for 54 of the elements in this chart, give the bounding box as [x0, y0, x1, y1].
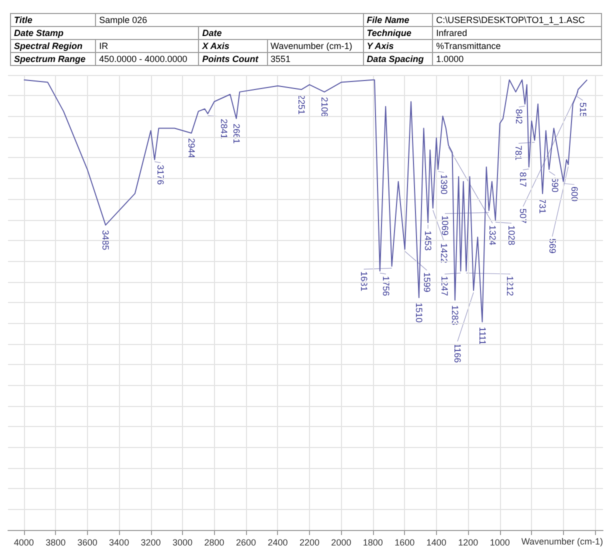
- x-tick-label: 2600: [236, 538, 256, 548]
- chart-title: Sample 026: [96, 14, 364, 26]
- x-tick-label: 3200: [140, 538, 161, 548]
- x-tick-label: 3600: [77, 538, 98, 548]
- annotation: 2841: [218, 118, 229, 139]
- x-tick-label: 1200: [458, 538, 478, 548]
- text: X Axis: [198, 40, 268, 52]
- text: Y Axis: [363, 40, 433, 52]
- annotation: 3485: [100, 230, 111, 250]
- text: Wavenumber (cm-1): [267, 40, 364, 52]
- text: 1.0000: [432, 52, 602, 66]
- text: Date: [198, 26, 364, 40]
- annotation: 3176: [156, 164, 166, 185]
- annotation: 731: [538, 198, 548, 214]
- annotation: 1028: [506, 225, 516, 246]
- x-tick-label: 4000: [14, 538, 34, 548]
- x-tick-label: 2800: [204, 538, 224, 548]
- annotation: 1069: [440, 216, 450, 236]
- text: 450.0000 - 4000.0000: [96, 52, 199, 66]
- annotation: 1390: [438, 174, 449, 194]
- x-tick-label: 3800: [46, 538, 66, 548]
- text: %Transmittance: [432, 40, 602, 52]
- x-axis-title: Wavenumber (cm-1): [521, 536, 604, 546]
- text: Data Spacing: [363, 52, 433, 66]
- annotation: 1756: [380, 276, 391, 296]
- x-tick-label: 1800: [362, 538, 383, 548]
- x-tick-label: 2000: [331, 538, 352, 548]
- x-tick-label: 2200: [299, 538, 320, 548]
- annotation: 1510: [414, 302, 424, 323]
- annotation: 2106: [319, 96, 330, 117]
- text: IR: [96, 40, 199, 52]
- text: C:\USERS\DESKTOP\TO1_1_1.ASC: [432, 14, 602, 26]
- annotation: 2944: [186, 138, 196, 158]
- text: Points Count: [198, 52, 268, 66]
- annotation: 1166: [452, 343, 463, 363]
- annotation: 600: [569, 186, 580, 202]
- text: Spectral Region: [10, 40, 96, 52]
- text: Spectrum Range: [10, 52, 96, 66]
- x-tick-label: 3400: [109, 538, 130, 548]
- annotation: 1111: [477, 326, 488, 345]
- x-tick-label: 3000: [172, 538, 193, 548]
- text: Date Stamp: [10, 26, 199, 40]
- text: Technique: [363, 26, 433, 40]
- annotation: 1324: [487, 225, 498, 246]
- annotation: 1599: [422, 272, 432, 292]
- x-tick-label: 1400: [426, 538, 446, 548]
- x-tick-label: 2400: [268, 538, 288, 548]
- text: 3551: [267, 52, 364, 66]
- x-tick-label: 1000: [490, 538, 510, 548]
- text: Infrared: [432, 26, 602, 40]
- x-tick-label: 1600: [394, 538, 415, 548]
- text: Title: [10, 14, 96, 26]
- text: File Name: [363, 14, 433, 26]
- annotation: 1453: [422, 230, 433, 251]
